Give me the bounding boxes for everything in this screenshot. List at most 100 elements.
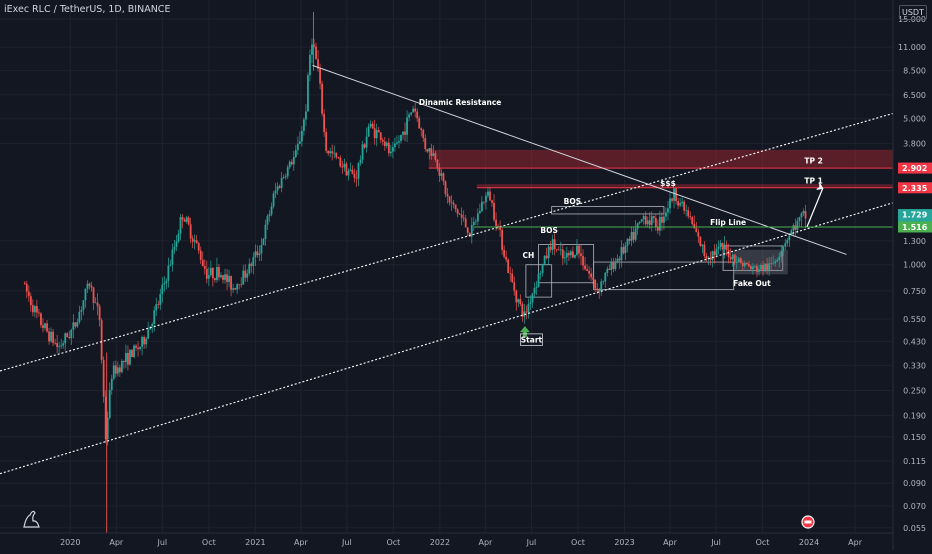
candle bbox=[31, 299, 34, 317]
candle-body bbox=[517, 299, 520, 303]
y-tick-label: 0.430 bbox=[903, 337, 926, 346]
candle-body bbox=[764, 263, 766, 272]
candle bbox=[303, 117, 305, 136]
candle bbox=[74, 322, 77, 329]
candle bbox=[414, 102, 417, 118]
candle bbox=[798, 216, 801, 228]
candle-body bbox=[76, 322, 79, 327]
candle-body bbox=[430, 148, 433, 156]
candle bbox=[478, 203, 481, 214]
candle-body bbox=[454, 204, 457, 210]
candle bbox=[90, 281, 93, 292]
candle bbox=[485, 192, 487, 210]
candle-body bbox=[398, 141, 400, 143]
candle bbox=[127, 345, 129, 371]
tradingview-logo-icon[interactable] bbox=[23, 510, 40, 528]
candle bbox=[752, 263, 754, 275]
currency-unit-button[interactable]: USDT bbox=[899, 5, 927, 20]
candle-body bbox=[731, 254, 734, 260]
candle-body bbox=[762, 265, 764, 272]
candle bbox=[426, 148, 429, 154]
candle-body bbox=[391, 147, 394, 152]
candle-body bbox=[260, 244, 263, 254]
candle bbox=[94, 297, 97, 304]
candle bbox=[715, 243, 718, 258]
annotation-label: CH bbox=[523, 251, 535, 260]
candle bbox=[367, 123, 370, 137]
candle bbox=[598, 287, 601, 299]
candle bbox=[412, 105, 415, 113]
candle bbox=[62, 340, 65, 349]
candle-body bbox=[444, 181, 447, 195]
candle bbox=[29, 292, 32, 312]
candle-body bbox=[290, 161, 293, 165]
annotation-label: $$$ bbox=[660, 179, 676, 188]
candle bbox=[266, 214, 269, 230]
candle-body bbox=[116, 367, 119, 374]
candle bbox=[563, 250, 566, 264]
candle bbox=[242, 264, 245, 285]
candle bbox=[677, 197, 679, 209]
candle-body bbox=[598, 290, 601, 292]
candle-body bbox=[713, 251, 716, 255]
candle-body bbox=[242, 270, 245, 285]
candle bbox=[100, 317, 103, 364]
candle bbox=[391, 141, 394, 159]
candle bbox=[177, 229, 180, 244]
candle-body bbox=[274, 190, 277, 194]
candle bbox=[40, 312, 42, 328]
candle-body bbox=[800, 213, 803, 218]
candle-body bbox=[396, 142, 398, 144]
candle bbox=[280, 171, 283, 193]
candle-body bbox=[309, 54, 311, 76]
candle bbox=[361, 140, 364, 164]
candle bbox=[741, 260, 744, 271]
candle-body bbox=[108, 389, 111, 418]
candle-body bbox=[470, 224, 473, 237]
candle bbox=[750, 264, 752, 270]
candle bbox=[733, 254, 736, 266]
candle bbox=[252, 252, 255, 275]
indicator-flag-icon[interactable] bbox=[801, 515, 815, 529]
candle-body bbox=[642, 216, 645, 220]
candle bbox=[272, 190, 275, 209]
candle bbox=[220, 272, 222, 279]
y-tick-label: 0.090 bbox=[903, 479, 926, 488]
candle bbox=[567, 250, 570, 261]
candle-body bbox=[630, 231, 633, 241]
candle bbox=[175, 235, 178, 252]
candle bbox=[578, 245, 580, 259]
candle-body bbox=[195, 240, 198, 244]
candle bbox=[274, 182, 277, 199]
candle bbox=[116, 361, 119, 377]
candle bbox=[531, 292, 534, 308]
candle-body bbox=[608, 268, 611, 271]
candle bbox=[181, 214, 184, 229]
symbol-title[interactable]: iExec RLC / TetherUS, 1D, BINANCE bbox=[4, 4, 171, 15]
candle-body bbox=[586, 269, 588, 271]
candle bbox=[782, 245, 785, 257]
candle bbox=[685, 204, 688, 217]
candle-body bbox=[527, 303, 530, 313]
candle bbox=[157, 300, 160, 309]
candle bbox=[476, 208, 479, 226]
candle bbox=[594, 279, 597, 292]
candle-body bbox=[250, 263, 253, 267]
candle-body bbox=[567, 253, 570, 256]
candle-body bbox=[203, 266, 206, 269]
candle-body bbox=[33, 306, 36, 313]
candle bbox=[772, 255, 775, 266]
candle-body bbox=[264, 224, 267, 240]
candle bbox=[365, 127, 368, 153]
candle bbox=[398, 135, 400, 149]
candle-body bbox=[311, 44, 313, 55]
candle bbox=[731, 252, 734, 267]
candle bbox=[569, 249, 572, 259]
candle bbox=[385, 141, 388, 149]
candle bbox=[339, 155, 342, 168]
candle bbox=[784, 239, 787, 250]
candle bbox=[438, 163, 441, 183]
candle bbox=[669, 192, 671, 214]
candle bbox=[218, 264, 220, 281]
